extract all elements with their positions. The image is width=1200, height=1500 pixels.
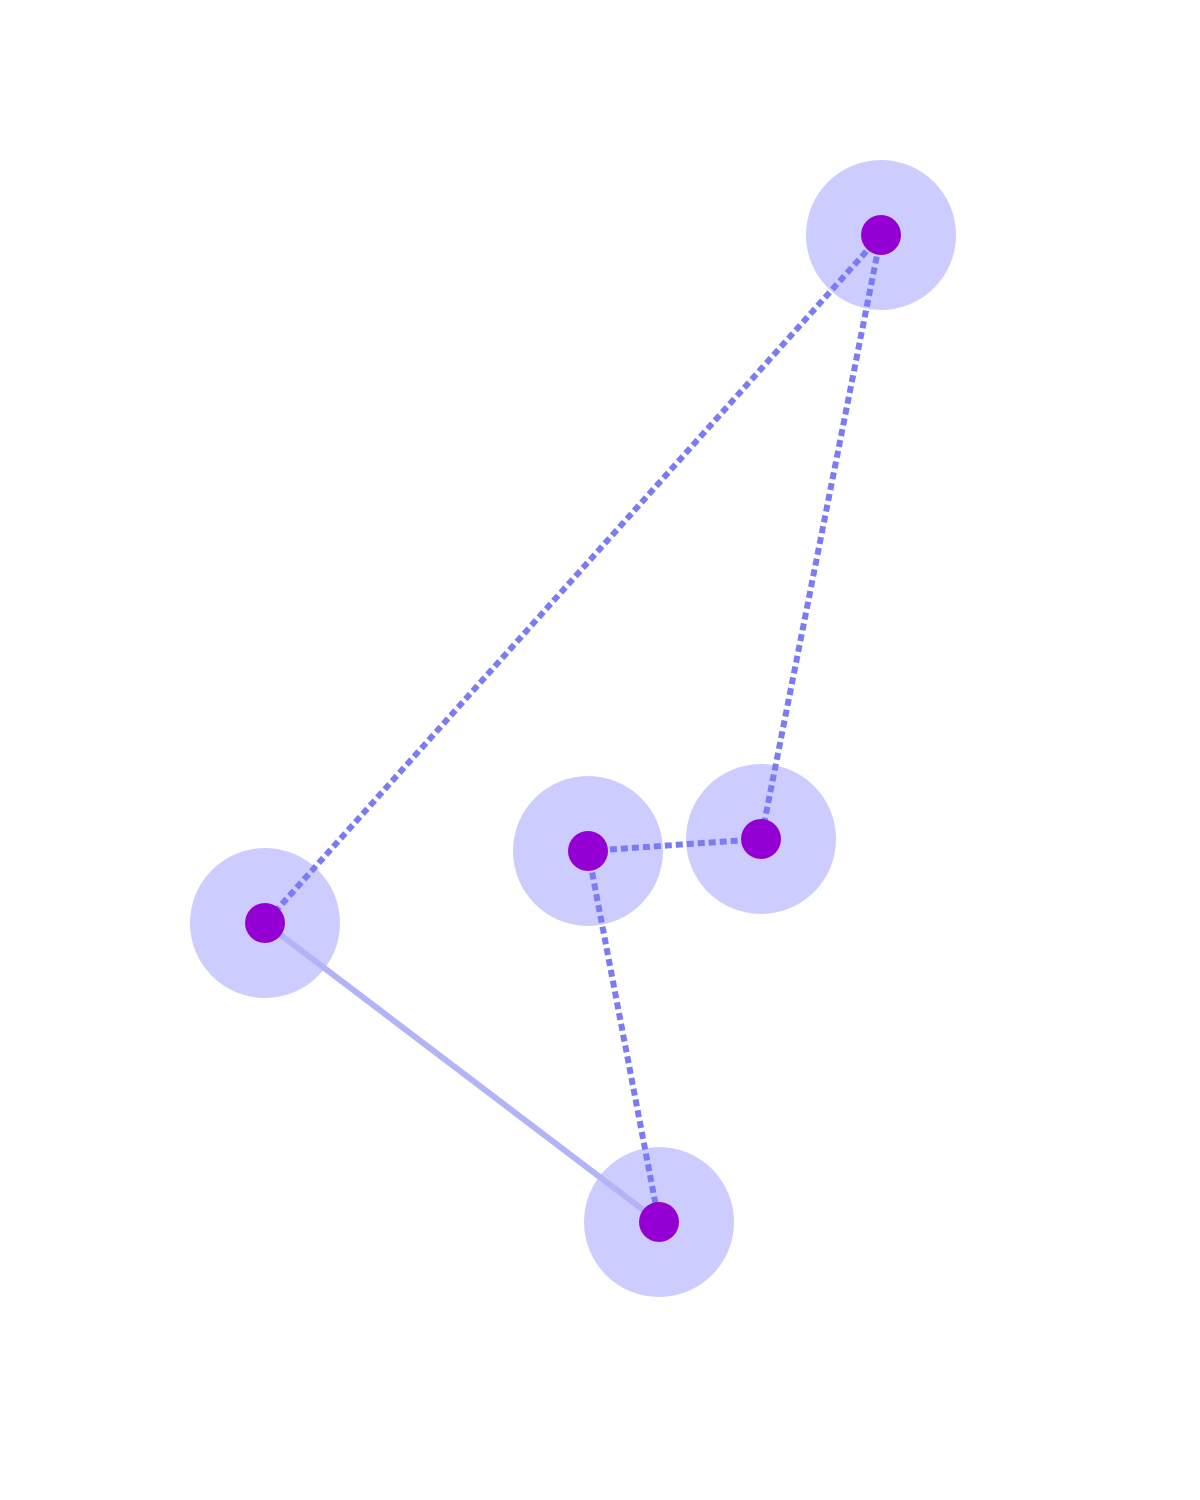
edges [262,232,884,1225]
node-cores [245,215,901,1242]
node-n4 [741,819,781,859]
node-n3 [568,831,608,871]
edge-n3-n5 [585,850,662,1223]
edge-n1-n4 [758,234,884,840]
edge-n2-n5 [263,920,661,1225]
node-n2 [245,903,285,943]
node-n5 [639,1202,679,1242]
edge-n3-n4 [587,836,762,854]
node-n1 [861,215,901,255]
